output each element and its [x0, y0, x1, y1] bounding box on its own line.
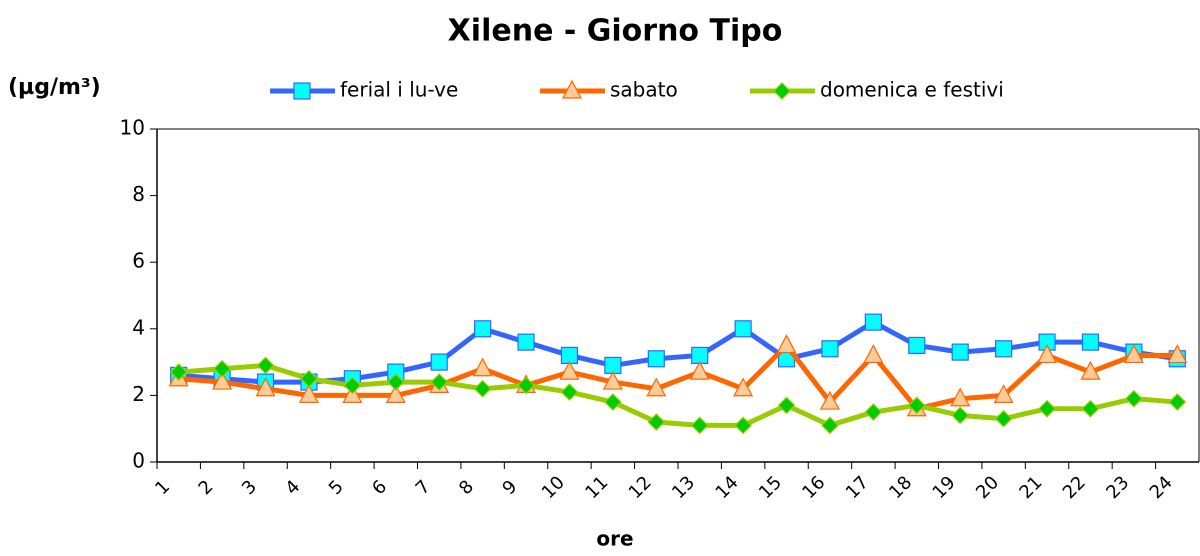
- x-tick-label: 9: [499, 476, 522, 499]
- x-tick-label: 17: [842, 472, 873, 503]
- data-point: [298, 384, 319, 403]
- data-point: [951, 406, 970, 425]
- data-point: [647, 350, 665, 368]
- data-point: [1038, 399, 1056, 418]
- x-tick-label: 5: [325, 476, 348, 499]
- y-tick-label: 6: [132, 249, 145, 273]
- legend-label: domenica e festivi: [820, 78, 1004, 102]
- data-point: [646, 377, 667, 397]
- data-point: [1081, 333, 1100, 351]
- x-tick-label: 18: [885, 472, 916, 503]
- data-point: [733, 377, 754, 397]
- data-point: [1123, 344, 1144, 364]
- data-point: [517, 376, 535, 395]
- data-point: [255, 377, 276, 397]
- y-tick-label: 10: [120, 116, 145, 140]
- data-point: [604, 393, 622, 411]
- data-point: [474, 320, 492, 338]
- data-point: [1080, 360, 1101, 380]
- data-point: [517, 333, 535, 351]
- x-tick-label: 20: [972, 472, 1003, 503]
- x-tick-label: 23: [1102, 472, 1133, 503]
- data-point: [734, 320, 752, 338]
- data-point: [430, 353, 448, 371]
- data-point: [690, 416, 709, 435]
- y-tick-label: 8: [132, 182, 145, 206]
- data-point: [212, 370, 233, 390]
- x-tick-label: 19: [929, 472, 960, 503]
- data-point: [169, 363, 188, 381]
- data-point: [213, 359, 231, 378]
- x-tick-label: 10: [538, 472, 569, 503]
- x-tick-label: 16: [798, 472, 829, 503]
- data-point: [256, 356, 275, 375]
- data-point: [994, 409, 1013, 428]
- data-point: [560, 383, 579, 401]
- x-tick-label: 15: [755, 472, 786, 503]
- data-point: [1167, 344, 1188, 364]
- data-point: [908, 336, 926, 355]
- data-point: [472, 357, 493, 377]
- data-point: [950, 387, 971, 407]
- data-point: [734, 416, 752, 435]
- x-tick-label: 13: [668, 472, 699, 503]
- x-tick-label: 8: [455, 476, 478, 499]
- data-point: [951, 343, 969, 361]
- x-tick-label: 4: [281, 476, 304, 499]
- y-tick-label: 4: [132, 315, 145, 339]
- data-point: [863, 344, 884, 364]
- x-tick-label: 3: [238, 476, 261, 499]
- data-point: [819, 390, 840, 410]
- data-point: [995, 340, 1013, 358]
- chart-title: Xilene - Giorno Tipo: [448, 14, 783, 49]
- data-point: [907, 396, 926, 415]
- x-axis-label: ore: [596, 527, 633, 551]
- y-tick-label: 0: [132, 449, 145, 473]
- x-tick-label: 7: [412, 476, 435, 499]
- data-point: [821, 416, 839, 435]
- x-tick-label: 24: [1146, 472, 1177, 503]
- x-tick-label: 22: [1059, 472, 1090, 503]
- legend-marker: [293, 82, 311, 100]
- data-point: [386, 373, 405, 391]
- data-point: [864, 313, 882, 331]
- data-point: [1037, 344, 1058, 364]
- legend-label: ferial i lu-ve: [340, 78, 458, 102]
- data-point: [430, 373, 449, 391]
- legend-marker: [773, 82, 791, 100]
- data-point: [1168, 393, 1187, 411]
- x-tick-label: 14: [712, 472, 743, 503]
- x-tick-label: 11: [581, 472, 612, 503]
- data-point: [602, 370, 623, 390]
- data-point: [385, 384, 406, 403]
- data-point: [993, 384, 1014, 403]
- data-point: [343, 376, 362, 395]
- series-line: [178, 342, 1178, 412]
- data-point: [777, 396, 796, 415]
- x-tick-label: 1: [151, 476, 174, 499]
- data-point: [300, 369, 318, 388]
- x-tick-label: 21: [1015, 472, 1046, 503]
- x-tick-label: 2: [195, 476, 218, 499]
- data-point: [559, 360, 580, 380]
- data-point: [821, 340, 839, 358]
- legend-marker: [562, 79, 582, 99]
- legend-label: sabato: [610, 78, 678, 102]
- y-axis-label: (µg/m³): [8, 75, 101, 100]
- data-point: [1125, 389, 1143, 408]
- data-point: [776, 334, 797, 354]
- data-point: [864, 403, 883, 421]
- y-tick-label: 2: [132, 382, 145, 406]
- x-tick-label: 12: [625, 472, 656, 503]
- data-point: [473, 379, 492, 398]
- data-point: [689, 360, 710, 380]
- x-tick-label: 6: [368, 476, 391, 499]
- data-point: [647, 413, 666, 431]
- data-point: [1081, 399, 1100, 418]
